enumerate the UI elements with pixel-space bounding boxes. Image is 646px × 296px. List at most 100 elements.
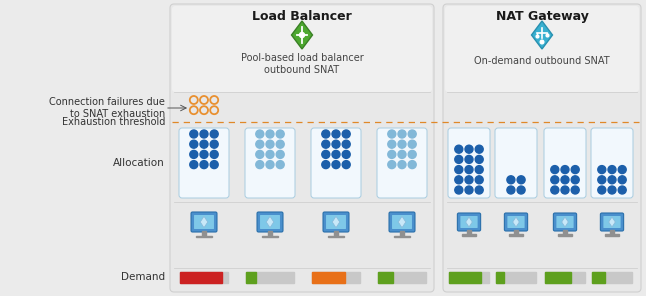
Text: Connection failures due
to SNAT exhaustion: Connection failures due to SNAT exhausti… <box>49 97 165 119</box>
Bar <box>262 236 278 237</box>
FancyBboxPatch shape <box>554 213 577 231</box>
Bar <box>202 231 206 236</box>
FancyBboxPatch shape <box>170 4 434 292</box>
Circle shape <box>266 140 274 148</box>
Circle shape <box>571 176 579 184</box>
Circle shape <box>342 150 350 158</box>
Circle shape <box>332 140 340 148</box>
Circle shape <box>398 130 406 138</box>
Circle shape <box>465 145 473 153</box>
Circle shape <box>210 161 218 169</box>
FancyBboxPatch shape <box>377 128 427 198</box>
FancyBboxPatch shape <box>495 128 537 198</box>
Bar <box>592 272 605 283</box>
Circle shape <box>455 165 463 173</box>
FancyBboxPatch shape <box>448 128 490 198</box>
FancyBboxPatch shape <box>505 213 528 231</box>
Bar <box>592 272 632 283</box>
FancyBboxPatch shape <box>603 216 621 228</box>
Circle shape <box>398 150 406 158</box>
Bar <box>463 234 475 236</box>
Circle shape <box>465 165 473 173</box>
Circle shape <box>342 161 350 169</box>
Polygon shape <box>200 216 208 228</box>
Circle shape <box>455 155 463 163</box>
Circle shape <box>475 165 483 173</box>
Text: NAT Gateway: NAT Gateway <box>495 10 589 23</box>
Circle shape <box>571 165 579 173</box>
Polygon shape <box>399 216 406 228</box>
Circle shape <box>551 176 559 184</box>
Circle shape <box>608 165 616 173</box>
Polygon shape <box>532 21 552 49</box>
Circle shape <box>266 150 274 158</box>
Polygon shape <box>266 216 274 228</box>
Circle shape <box>210 130 218 138</box>
Circle shape <box>332 161 340 169</box>
Bar <box>246 272 294 283</box>
Circle shape <box>322 130 330 138</box>
Circle shape <box>276 140 284 148</box>
FancyBboxPatch shape <box>600 213 623 231</box>
Circle shape <box>455 186 463 194</box>
Circle shape <box>256 130 264 138</box>
Circle shape <box>266 130 274 138</box>
Circle shape <box>551 186 559 194</box>
Circle shape <box>276 130 284 138</box>
Bar <box>545 272 571 283</box>
FancyBboxPatch shape <box>445 6 639 92</box>
Bar <box>333 231 339 236</box>
Circle shape <box>388 161 396 169</box>
FancyBboxPatch shape <box>389 212 415 232</box>
Circle shape <box>465 155 473 163</box>
Bar <box>246 272 256 283</box>
Circle shape <box>465 186 473 194</box>
Bar <box>558 234 572 236</box>
FancyBboxPatch shape <box>457 213 481 231</box>
Bar <box>610 229 614 234</box>
Circle shape <box>388 150 396 158</box>
Bar <box>545 272 585 283</box>
Circle shape <box>200 161 208 169</box>
FancyBboxPatch shape <box>392 215 412 229</box>
Circle shape <box>256 150 264 158</box>
Circle shape <box>455 145 463 153</box>
Circle shape <box>398 140 406 148</box>
Circle shape <box>408 150 416 158</box>
Circle shape <box>598 165 606 173</box>
Bar <box>312 272 360 283</box>
Bar <box>467 229 471 234</box>
Text: On-demand outbound SNAT: On-demand outbound SNAT <box>474 56 610 66</box>
Circle shape <box>190 150 198 158</box>
Circle shape <box>256 140 264 148</box>
Polygon shape <box>562 217 568 227</box>
Bar <box>514 229 518 234</box>
Circle shape <box>276 161 284 169</box>
FancyBboxPatch shape <box>507 216 525 228</box>
Text: Load Balancer: Load Balancer <box>252 10 352 23</box>
Circle shape <box>475 176 483 184</box>
Circle shape <box>190 140 198 148</box>
Circle shape <box>561 176 569 184</box>
FancyBboxPatch shape <box>260 215 280 229</box>
Circle shape <box>276 150 284 158</box>
Circle shape <box>256 161 264 169</box>
Bar <box>180 272 228 283</box>
Bar <box>196 236 212 237</box>
Bar <box>180 272 222 283</box>
FancyBboxPatch shape <box>461 216 477 228</box>
FancyBboxPatch shape <box>311 128 361 198</box>
Circle shape <box>200 140 208 148</box>
Circle shape <box>618 186 626 194</box>
Text: Pool-based load balancer
outbound SNAT: Pool-based load balancer outbound SNAT <box>240 53 363 75</box>
Circle shape <box>300 33 304 38</box>
Polygon shape <box>513 217 519 227</box>
Circle shape <box>388 130 396 138</box>
FancyBboxPatch shape <box>257 212 283 232</box>
Circle shape <box>408 161 416 169</box>
Circle shape <box>342 140 350 148</box>
FancyBboxPatch shape <box>443 4 641 292</box>
Circle shape <box>598 186 606 194</box>
Polygon shape <box>609 217 615 227</box>
Circle shape <box>561 186 569 194</box>
